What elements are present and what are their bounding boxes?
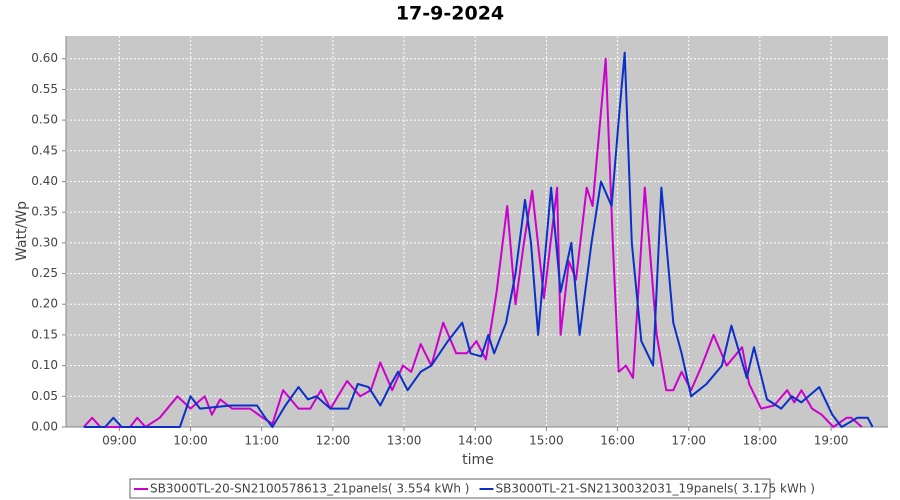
x-tick-label: 14:00 — [458, 434, 493, 448]
legend-label: SB3000TL-21-SN2130032031_19panels( 3.175… — [495, 482, 814, 496]
chart-title: 17-9-2024 — [396, 3, 504, 25]
x-axis-label: time — [462, 452, 494, 468]
y-tick-label: 0.00 — [31, 420, 58, 434]
y-axis-label: Watt/Wp — [14, 201, 30, 261]
legend-label: SB3000TL-20-SN2100578613_21panels( 3.554… — [150, 482, 469, 496]
y-tick-label: 0.25 — [31, 266, 58, 280]
y-tick-label: 0.55 — [31, 82, 58, 96]
x-tick-label: 11:00 — [244, 434, 279, 448]
y-tick-label: 0.05 — [31, 389, 58, 403]
x-tick-label: 17:00 — [671, 434, 706, 448]
x-tick-label: 12:00 — [316, 434, 351, 448]
y-tick-label: 0.60 — [31, 51, 58, 65]
x-tick-label: 18:00 — [743, 434, 778, 448]
x-tick-label: 16:00 — [600, 434, 635, 448]
series-line — [83, 51, 874, 428]
plot-area — [66, 36, 888, 427]
y-tick-label: 0.45 — [31, 143, 58, 157]
x-tick-label: 09:00 — [102, 434, 137, 448]
y-tick-label: 0.20 — [31, 297, 58, 311]
y-tick-label: 0.35 — [31, 205, 58, 219]
y-tick-label: 0.30 — [31, 235, 58, 249]
x-tick-label: 19:00 — [814, 434, 849, 448]
legend — [129, 478, 771, 499]
y-tick-label: 0.40 — [31, 174, 58, 188]
x-tick-label: 13:00 — [387, 434, 422, 448]
y-tick-label: 0.10 — [31, 358, 58, 372]
x-tick-label: 10:00 — [173, 434, 208, 448]
y-tick-label: 0.50 — [31, 113, 58, 127]
x-tick-label: 15:00 — [529, 434, 564, 448]
y-tick-label: 0.15 — [31, 327, 58, 341]
